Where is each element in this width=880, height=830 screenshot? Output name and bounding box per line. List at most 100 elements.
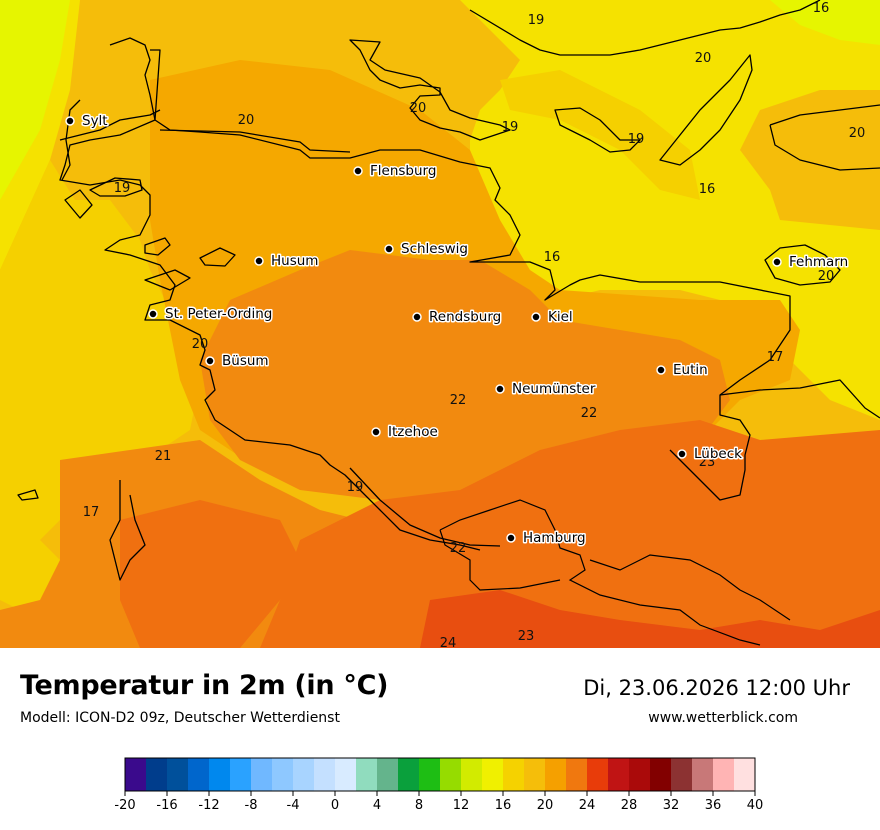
isotherm-label: 19 — [347, 480, 364, 495]
city-label: Flensburg — [370, 163, 436, 179]
state-border — [439, 499, 791, 646]
city-dot — [148, 309, 158, 319]
city-label: Sylt — [82, 113, 108, 129]
map-subtitle: Modell: ICON-D2 09z, Deutscher Wetterdie… — [20, 710, 340, 726]
coastline-langeland — [659, 54, 753, 166]
city-husum: Husum — [254, 252, 320, 271]
isotherm-label: 20 — [818, 269, 835, 284]
temperature-field-17-coast — [0, 160, 200, 560]
isotherm-label: 22 — [450, 393, 467, 408]
legend-tick-label: 36 — [705, 798, 722, 813]
legend-tick-label: 40 — [747, 798, 764, 813]
coastline-fehmarn — [764, 244, 841, 286]
isotherm-label: 17 — [83, 505, 100, 520]
city-dot — [371, 427, 381, 437]
isotherm-label: 23 — [518, 629, 535, 644]
isotherm-label: 23 — [699, 455, 716, 470]
city-sylt: Sylt — [65, 112, 109, 131]
legend-color-box — [293, 758, 315, 791]
coastline-mainland — [150, 49, 791, 501]
legend-color-box — [692, 758, 714, 791]
website-link[interactable]: www.wetterblick.com — [648, 710, 798, 726]
legend-color-box — [398, 758, 420, 791]
legend-color-box — [440, 758, 462, 791]
isotherm-label: 20 — [238, 113, 255, 128]
coastline-lolland — [554, 107, 641, 153]
legend-tick-label: -12 — [198, 798, 219, 813]
city-kiel: Kiel — [531, 308, 574, 327]
legend-color-box — [650, 758, 672, 791]
city-label: Büsum — [222, 353, 269, 369]
isotherm-label: 17 — [767, 350, 784, 365]
city-dot — [656, 365, 666, 375]
city-dot — [384, 244, 394, 254]
isotherm-label: 22 — [581, 406, 598, 421]
forecast-datetime: Di, 23.06.2026 12:00 Uhr — [583, 676, 850, 700]
isotherm-label: 16 — [544, 250, 561, 265]
map-footer: Temperatur in 2m (in °C) Modell: ICON-D2… — [0, 648, 880, 830]
legend-color-box — [461, 758, 483, 791]
coastline-elbe-north — [349, 467, 501, 547]
city-flensburg: Flensburg — [353, 162, 438, 181]
legend-color-box — [272, 758, 294, 791]
isotherm-labels: 19 16 20 20 19 20 19 19 16 20 16 20 20 17 22 22 23 21 19 17… — [83, 1, 866, 648]
city-hamburg: Hamburg — [506, 529, 587, 548]
legend-tick-label: 16 — [495, 798, 512, 813]
legend-color-box — [335, 758, 357, 791]
coastline-island-sw — [17, 489, 39, 501]
color-legend: -20 -16 -12 -8 -4 0 4 8 12 16 20 24 28 32 36 40 — [114, 757, 764, 813]
isotherm-label: 20 — [849, 126, 866, 141]
temperature-field-12-west — [0, 0, 70, 200]
legend-color-box — [608, 758, 630, 791]
city-label: Hamburg — [523, 530, 586, 546]
legend-color-box — [734, 758, 756, 791]
temperature-field-23 — [420, 590, 880, 648]
city-dot — [495, 384, 505, 394]
border-denmark — [159, 129, 351, 153]
legend-frame — [124, 757, 756, 792]
legend-tick-label: 0 — [331, 798, 339, 813]
legend-color-box — [524, 758, 546, 791]
coastline-denmark-als — [469, 0, 821, 56]
weather-map: 19 16 20 20 19 20 19 19 16 20 16 20 20 17 22 22 23 21 19 17… — [0, 0, 880, 648]
legend-color-box — [503, 758, 525, 791]
isotherm-label: 19 — [114, 181, 131, 196]
legend-tick-label: 20 — [537, 798, 554, 813]
legend-color-boxes — [124, 757, 756, 792]
coastline-island-west2 — [64, 189, 93, 219]
legend-color-box — [209, 758, 231, 791]
isotherm-label: 20 — [695, 51, 712, 66]
isotherm-label: 24 — [440, 636, 457, 648]
legend-color-box — [419, 758, 441, 791]
city-label: Husum — [271, 253, 318, 269]
city-dot — [506, 533, 516, 543]
isotherm-label: 19 — [528, 13, 545, 28]
legend-tick-label: -8 — [245, 798, 258, 813]
city-dot — [772, 257, 782, 267]
city-neum-nster: Neumünster — [495, 380, 597, 399]
isotherm-label: 20 — [410, 101, 427, 116]
legend-tick-label: 12 — [453, 798, 470, 813]
legend-tick-label: 8 — [415, 798, 423, 813]
legend-tick-label: 24 — [579, 798, 596, 813]
city-label: Neumünster — [512, 381, 596, 397]
coastline-falster — [769, 104, 880, 171]
legend-color-box — [629, 758, 651, 791]
city-st-peter-ording: St. Peter-Ording — [148, 305, 274, 324]
legend-tick-label: -4 — [287, 798, 300, 813]
legend-color-box — [671, 758, 693, 791]
city-rendsburg: Rendsburg — [412, 308, 503, 327]
coastline-island-small — [144, 269, 191, 291]
legend-color-box — [545, 758, 567, 791]
legend-tick-label: 28 — [621, 798, 638, 813]
legend-color-box — [167, 758, 189, 791]
coastline-flensburg-fjord — [349, 39, 511, 141]
city-label: Fehmarn — [789, 254, 848, 270]
map-title: Temperatur in 2m (in °C) — [20, 670, 389, 701]
legend-tick-label: -20 — [114, 798, 135, 813]
coastline-denmark-west — [109, 37, 156, 121]
coastline-lubeck-bay — [719, 379, 880, 419]
city-dot — [531, 312, 541, 322]
city-label: Rendsburg — [429, 309, 501, 325]
legend-color-box — [356, 758, 378, 791]
